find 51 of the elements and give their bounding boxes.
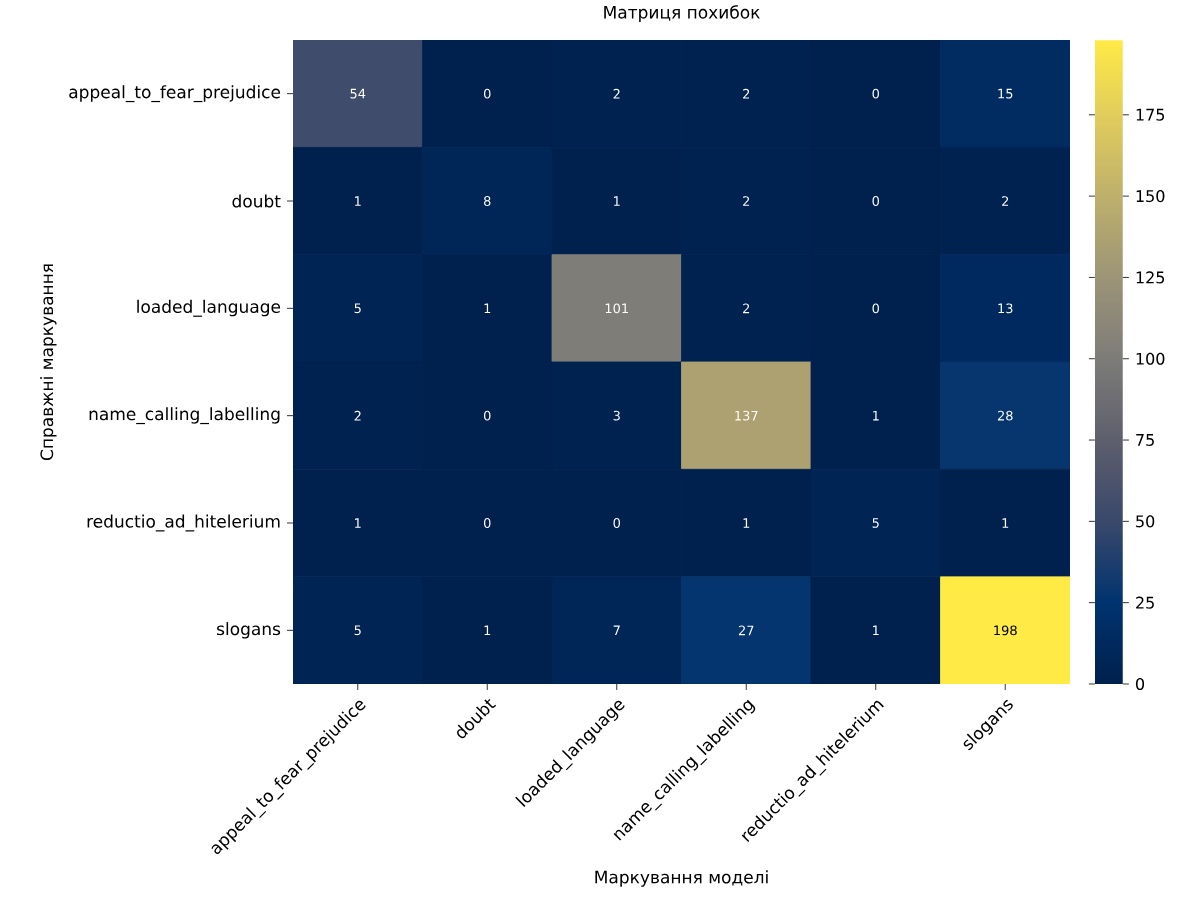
data-label: 1 [873,625,879,636]
color-bar-label: 125 [1136,271,1165,284]
data-label: 0 [483,518,491,528]
y-tick-label: appeal_to_fear_prejudice [69,85,281,103]
data-label: 8 [484,196,491,206]
y-tick-label: slogans [217,622,281,639]
color-bar-label: 25 [1136,596,1154,609]
data-label: 1 [1002,518,1009,528]
color-bar-label: 175 [1136,108,1165,121]
data-label: 198 [994,625,1017,636]
data-label: 5 [354,303,361,314]
data-label: 1 [355,518,361,528]
data-label: 1 [484,625,491,636]
data-label: 5 [872,518,879,528]
y-tick-label: doubt [232,194,281,208]
data-label: 0 [872,196,880,206]
x-axis-title: Маркування моделі [595,870,768,887]
color-bar-label: 150 [1136,190,1165,203]
data-label: 54 [350,88,366,99]
color-bar-label: 50 [1136,515,1155,528]
color-bar-label: 0 [1136,677,1145,691]
data-label: 0 [483,88,491,99]
data-label: 2 [1002,196,1009,206]
y-tick-label: loaded_language [137,299,281,317]
data-label: 0 [872,303,880,314]
data-label: 5 [354,625,361,636]
data-label: 1 [355,196,361,206]
data-label: 7 [613,625,620,636]
y-tick-label: reductio_ad_hitelerium [87,514,280,532]
data-label: 2 [743,196,750,206]
data-label: 101 [605,303,628,314]
data-label: 27 [738,625,754,636]
data-label: 1 [743,518,750,528]
data-label: 1 [614,196,620,206]
data-label: 2 [743,88,750,99]
data-label: 0 [483,410,491,421]
color-bar-label: 100 [1136,352,1165,365]
data-label: 2 [743,303,750,314]
data-label: 1 [873,410,879,421]
data-label: 1 [484,303,491,314]
chart-title: Матриця похибок [604,5,760,22]
data-label: 0 [872,88,880,99]
y-tick-label: name_calling_labelling [89,407,280,425]
data-label: 15 [998,88,1013,99]
color-bar-label: 75 [1136,434,1154,446]
y-axis-title: Справжні маркування [40,264,57,461]
data-label: 2 [354,410,361,421]
data-label: 3 [613,410,620,421]
data-label: 2 [613,88,620,99]
data-label: 0 [613,518,621,528]
data-label: 137 [735,410,758,421]
